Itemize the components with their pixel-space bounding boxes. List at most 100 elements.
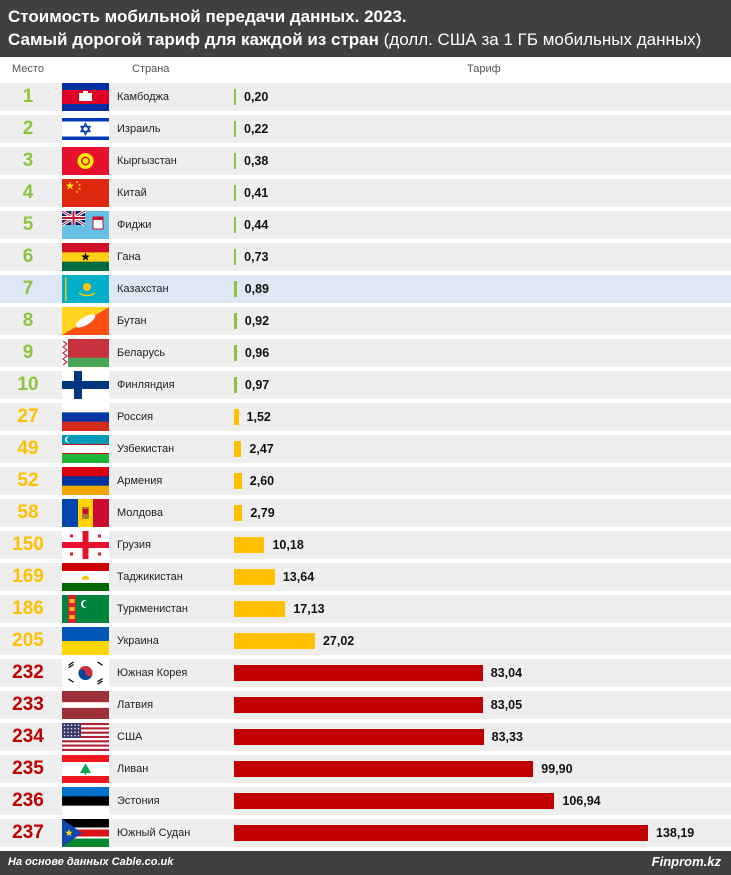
country-label: Ливан bbox=[117, 763, 149, 775]
bar bbox=[234, 569, 275, 585]
bar bbox=[234, 601, 286, 617]
south-sudan-flag-icon bbox=[62, 819, 109, 847]
country-label: Финляндия bbox=[117, 379, 175, 391]
rank-label: 10 bbox=[17, 374, 39, 395]
kyrgyzstan-flag-icon bbox=[62, 147, 109, 175]
chart-row: 236 Эстония 106,94 bbox=[0, 785, 731, 817]
rank-label: 8 bbox=[22, 310, 34, 331]
bar bbox=[234, 185, 236, 201]
country-label: Молдова bbox=[117, 507, 163, 519]
chart-row: 10 Финляндия 0,97 bbox=[0, 369, 731, 401]
rank-label: 186 bbox=[12, 598, 44, 619]
value-label: 0,89 bbox=[244, 282, 269, 296]
rank-label: 236 bbox=[12, 790, 44, 811]
rank-label: 237 bbox=[12, 822, 44, 843]
rank-label: 205 bbox=[12, 630, 44, 651]
row-background bbox=[0, 147, 731, 175]
rank-label: 52 bbox=[17, 470, 39, 491]
row-background bbox=[0, 531, 731, 559]
chart-row: 8 Бутан 0,92 bbox=[0, 305, 731, 337]
bar bbox=[234, 729, 484, 745]
row-background bbox=[0, 275, 731, 303]
bar bbox=[234, 793, 555, 809]
row-background bbox=[0, 211, 731, 239]
country-label: Туркменистан bbox=[117, 603, 188, 615]
row-background bbox=[0, 243, 731, 271]
chart-row: 235 Ливан 99,90 bbox=[0, 753, 731, 785]
chart-row: 234 США 83,33 bbox=[0, 721, 731, 753]
country-label: Латвия bbox=[117, 699, 154, 711]
value-label: 0,20 bbox=[244, 90, 269, 104]
lebanon-flag-icon bbox=[62, 755, 109, 783]
bar bbox=[234, 473, 242, 489]
fiji-flag-icon bbox=[62, 211, 109, 239]
chart-row: 150 Грузия 10,18 bbox=[0, 529, 731, 561]
value-label: 17,13 bbox=[293, 602, 325, 616]
column-header-country: Страна bbox=[132, 63, 170, 75]
row-background bbox=[0, 627, 731, 655]
bar bbox=[234, 217, 236, 233]
rank-label: 9 bbox=[22, 342, 34, 363]
rank-label: 27 bbox=[17, 406, 39, 427]
value-label: 2,47 bbox=[249, 442, 274, 456]
chart-row: 186 Туркменистан 17,13 bbox=[0, 593, 731, 625]
value-label: 0,38 bbox=[244, 154, 269, 168]
value-label: 0,96 bbox=[244, 346, 270, 360]
value-label: 0,73 bbox=[244, 250, 269, 264]
value-label: 83,04 bbox=[490, 666, 523, 680]
row-background bbox=[0, 371, 731, 399]
rank-label: 1 bbox=[22, 86, 34, 107]
chart-subtitle: Самый дорогой тариф для каждой из стран … bbox=[8, 28, 731, 51]
value-label: 0,41 bbox=[244, 186, 269, 200]
row-background bbox=[0, 83, 731, 111]
chart-row: 169 Таджикистан 13,64 bbox=[0, 561, 731, 593]
value-label: 27,02 bbox=[322, 634, 355, 648]
rank-label: 150 bbox=[12, 534, 44, 555]
row-background bbox=[0, 339, 731, 367]
country-label: Южная Корея bbox=[117, 667, 188, 679]
rank-label: 5 bbox=[22, 214, 34, 235]
chart-row: 237 Южный Судан 138,19 bbox=[0, 817, 731, 849]
bar bbox=[234, 633, 315, 649]
country-label: Израиль bbox=[117, 123, 161, 135]
country-label: Россия bbox=[117, 411, 154, 423]
value-label: 83,33 bbox=[491, 730, 523, 744]
value-label: 106,94 bbox=[562, 794, 601, 808]
country-label: Грузия bbox=[117, 539, 151, 551]
bar bbox=[234, 665, 483, 681]
chart-row: 6 Гана 0,73 bbox=[0, 241, 731, 273]
bar bbox=[234, 409, 239, 425]
country-label: США bbox=[117, 731, 143, 743]
row-background bbox=[0, 595, 731, 623]
chart-subtitle-bold: Самый дорогой тариф для каждой из стран bbox=[8, 30, 379, 49]
bar bbox=[234, 249, 237, 265]
russia-flag-icon bbox=[62, 403, 109, 431]
chart-row: 4 Китай 0,41 bbox=[0, 177, 731, 209]
bar bbox=[234, 281, 237, 297]
turkmenistan-flag-icon bbox=[62, 595, 109, 623]
georgia-flag-icon bbox=[62, 531, 109, 559]
value-label: 1,52 bbox=[246, 410, 271, 424]
moldova-flag-icon bbox=[62, 499, 109, 527]
chart-row: 233 Латвия 83,05 bbox=[0, 689, 731, 721]
ghana-flag-icon bbox=[62, 243, 109, 271]
bar bbox=[234, 441, 242, 457]
bar bbox=[234, 505, 243, 521]
country-label: Казахстан bbox=[117, 283, 169, 295]
value-label: 0,97 bbox=[244, 378, 270, 392]
chart-header: Стоимость мобильной передачи данных. 202… bbox=[0, 0, 731, 57]
chart-row: 27 Россия 1,52 bbox=[0, 401, 731, 433]
bar bbox=[234, 825, 648, 841]
chart-row: 49 Узбекистан 2,47 bbox=[0, 433, 731, 465]
rank-label: 6 bbox=[22, 246, 34, 267]
country-label: Беларусь bbox=[117, 347, 166, 359]
row-background bbox=[0, 563, 731, 591]
chart-row: 5 Фиджи 0,44 bbox=[0, 209, 731, 241]
chart-row: 9 Беларусь 0,96 bbox=[0, 337, 731, 369]
rank-label: 2 bbox=[22, 118, 34, 139]
country-label: Камбоджа bbox=[117, 91, 170, 103]
chart-row: 58 Молдова 2,79 bbox=[0, 497, 731, 529]
rank-label: 235 bbox=[12, 758, 44, 779]
value-label: 13,64 bbox=[282, 570, 315, 584]
latvia-flag-icon bbox=[62, 691, 109, 719]
